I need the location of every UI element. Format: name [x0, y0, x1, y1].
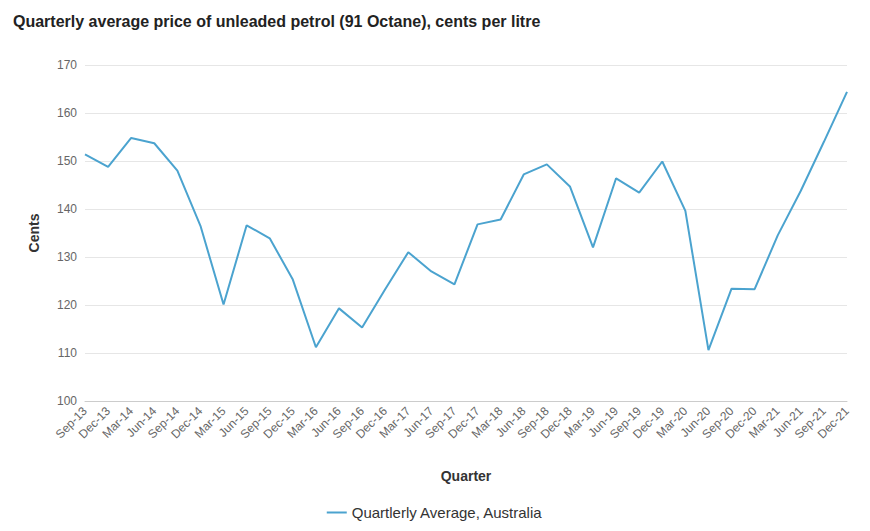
svg-text:Dec-21: Dec-21 — [815, 404, 852, 441]
svg-text:Dec-20: Dec-20 — [722, 404, 760, 442]
svg-text:Mar-15: Mar-15 — [191, 404, 229, 441]
svg-text:Sep-18: Sep-18 — [514, 404, 552, 442]
svg-text:110: 110 — [58, 346, 77, 360]
svg-text:140: 140 — [57, 202, 77, 216]
svg-text:Quartlerly Average, Australia: Quartlerly Average, Australia — [352, 504, 542, 521]
svg-text:Quarterly average price of unl: Quarterly average price of unleaded petr… — [13, 13, 540, 30]
svg-text:Jun-15: Jun-15 — [215, 404, 252, 440]
svg-text:Mar-17: Mar-17 — [376, 404, 414, 441]
svg-text:Dec-15: Dec-15 — [260, 404, 298, 442]
svg-text:120: 120 — [57, 298, 77, 312]
svg-text:Cents: Cents — [26, 213, 42, 252]
svg-text:Mar-21: Mar-21 — [745, 404, 783, 441]
svg-text:Jun-20: Jun-20 — [677, 404, 714, 440]
svg-text:Dec-16: Dec-16 — [352, 404, 391, 442]
svg-text:130: 130 — [57, 250, 77, 264]
svg-text:Sep-20: Sep-20 — [699, 404, 737, 442]
svg-text:Sep-13: Sep-13 — [52, 404, 90, 442]
svg-text:Mar-19: Mar-19 — [561, 404, 598, 441]
svg-text:Sep-14: Sep-14 — [145, 404, 183, 442]
svg-text:Dec-14: Dec-14 — [168, 404, 206, 442]
svg-text:Mar-16: Mar-16 — [284, 404, 321, 441]
svg-text:Jun-16: Jun-16 — [308, 404, 344, 440]
svg-text:Sep-16: Sep-16 — [329, 404, 367, 442]
svg-text:Jun-18: Jun-18 — [492, 404, 529, 440]
svg-text:Sep-15: Sep-15 — [237, 404, 275, 442]
svg-text:160: 160 — [57, 106, 77, 120]
svg-text:Dec-19: Dec-19 — [630, 404, 668, 442]
svg-text:100: 100 — [57, 394, 77, 408]
svg-text:Jun-17: Jun-17 — [400, 404, 437, 440]
svg-text:Quarter: Quarter — [441, 468, 492, 484]
svg-text:Dec-18: Dec-18 — [537, 404, 575, 442]
svg-text:170: 170 — [57, 58, 77, 72]
svg-text:Sep-17: Sep-17 — [422, 404, 460, 442]
svg-text:Dec-13: Dec-13 — [75, 404, 113, 442]
svg-text:Mar-20: Mar-20 — [653, 404, 691, 441]
svg-text:Mar-14: Mar-14 — [99, 404, 137, 441]
svg-text:Jun-19: Jun-19 — [585, 404, 621, 440]
svg-text:150: 150 — [57, 154, 77, 168]
svg-text:Sep-19: Sep-19 — [606, 404, 645, 442]
svg-text:Dec-17: Dec-17 — [445, 404, 483, 442]
svg-text:Sep-21: Sep-21 — [791, 404, 829, 442]
svg-text:Jun-21: Jun-21 — [769, 404, 806, 440]
svg-text:Jun-14: Jun-14 — [123, 404, 160, 440]
svg-text:Mar-18: Mar-18 — [468, 404, 506, 441]
